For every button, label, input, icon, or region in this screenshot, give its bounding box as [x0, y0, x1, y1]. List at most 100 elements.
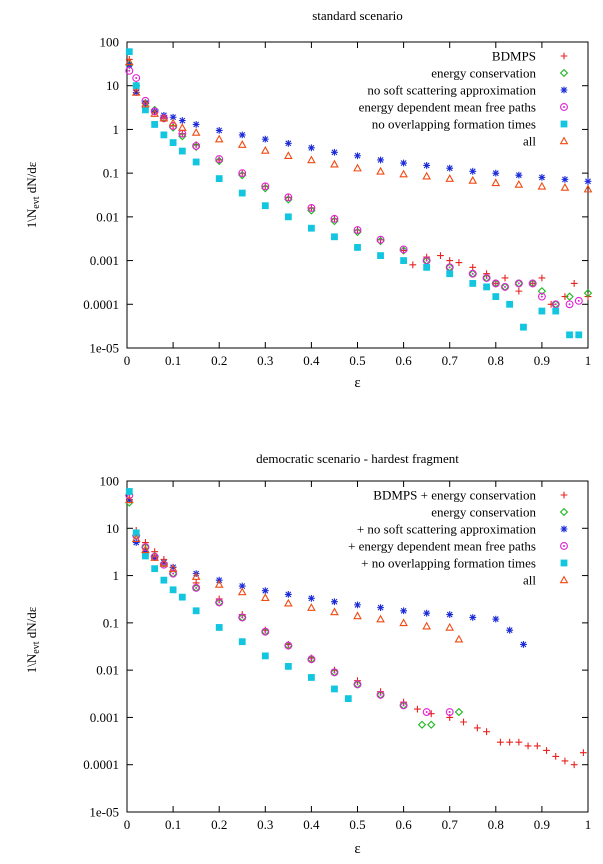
- data-point: [583, 184, 593, 193]
- data-point: [473, 724, 481, 732]
- data-point: [331, 148, 338, 156]
- data-point: [543, 747, 550, 754]
- data-point: [353, 227, 362, 237]
- x-tick-label: 1: [585, 817, 592, 832]
- data-point: [399, 169, 408, 178]
- data-point-center: [356, 683, 359, 686]
- chart-title: standard scenario: [312, 8, 403, 23]
- data-point: [307, 203, 316, 212]
- data-point: [192, 121, 200, 128]
- data-point: [215, 127, 223, 134]
- series-square: [125, 48, 583, 339]
- data-point: [445, 708, 454, 716]
- data-point: [445, 622, 455, 631]
- data-point: [460, 718, 467, 726]
- data-point: [414, 705, 421, 713]
- data-point: [125, 66, 134, 75]
- data-point-center: [425, 259, 428, 262]
- data-point-center: [531, 282, 534, 285]
- data-point: [538, 173, 546, 181]
- x-tick-label: 0.9: [534, 353, 550, 368]
- data-point: [308, 224, 315, 232]
- data-point-center: [181, 132, 184, 135]
- data-point: [330, 214, 339, 223]
- x-tick-label: 0.3: [257, 353, 273, 368]
- data-point: [514, 279, 523, 288]
- x-tick-label: 0.5: [349, 353, 365, 368]
- data-point-center: [485, 276, 488, 279]
- data-point: [417, 720, 427, 729]
- legend-marker: [560, 120, 568, 128]
- data-point: [160, 558, 168, 566]
- y-tick-label: 10: [106, 521, 119, 536]
- y-tick-label: 1e-05: [89, 805, 119, 820]
- data-point: [331, 685, 338, 693]
- data-point: [124, 57, 134, 66]
- data-point: [454, 707, 464, 717]
- data-point: [191, 127, 201, 136]
- x-tick-label: 0.6: [395, 353, 412, 368]
- data-point-center: [402, 704, 405, 707]
- data-point-center: [287, 196, 290, 199]
- data-point-center: [448, 711, 451, 714]
- data-point: [261, 587, 269, 595]
- data-point: [331, 598, 338, 606]
- data-point: [538, 307, 546, 315]
- data-point-center: [504, 285, 507, 288]
- legend-marker: [560, 103, 568, 111]
- data-point: [238, 189, 246, 197]
- data-point-center: [218, 601, 221, 604]
- data-point: [501, 282, 509, 291]
- data-point: [132, 74, 141, 82]
- series-square: [125, 488, 352, 703]
- data-point: [423, 609, 431, 617]
- data-point: [353, 611, 362, 620]
- data-point-center: [218, 158, 221, 161]
- data-point: [565, 300, 574, 309]
- data-point: [308, 674, 315, 681]
- data-point: [238, 638, 246, 646]
- data-point: [506, 738, 514, 746]
- data-point: [261, 652, 269, 660]
- data-point-center: [241, 172, 244, 175]
- legend-marker: [559, 507, 569, 517]
- data-point: [192, 583, 201, 592]
- data-point: [260, 593, 270, 601]
- data-point: [132, 529, 140, 537]
- data-point: [565, 292, 574, 301]
- x-tick-label: 0: [124, 817, 131, 832]
- data-point: [584, 177, 592, 185]
- data-point: [454, 634, 464, 643]
- data-point-center: [241, 616, 244, 619]
- data-point: [150, 553, 159, 561]
- x-tick-label: 0.1: [165, 817, 181, 832]
- data-point: [377, 604, 384, 612]
- x-tick-label: 0.4: [303, 353, 320, 368]
- data-point-center: [554, 303, 557, 306]
- y-axis-label-main: 1\N: [24, 653, 39, 673]
- data-point: [547, 300, 555, 308]
- data-point: [238, 170, 247, 180]
- data-point: [142, 548, 149, 556]
- data-point: [446, 257, 454, 264]
- legend-marker: [560, 86, 568, 94]
- data-point: [261, 184, 270, 193]
- data-point-center: [517, 282, 520, 285]
- data-point: [353, 680, 362, 689]
- data-point: [423, 162, 431, 169]
- y-axis-label-main: 1\N: [24, 208, 39, 228]
- data-point: [141, 96, 150, 105]
- data-point-center: [135, 77, 138, 80]
- y-tick-label: 0.0001: [83, 757, 119, 772]
- x-tick-label: 0.5: [349, 817, 365, 832]
- data-point: [566, 331, 573, 339]
- data-point: [284, 590, 292, 598]
- data-point: [237, 587, 247, 596]
- legend-entry: + no soft scattering approximation: [357, 522, 537, 537]
- series-diamond: [125, 60, 593, 309]
- legend: BDMPS + energy conservation energy conser…: [348, 488, 569, 588]
- data-point: [377, 252, 384, 259]
- data-point-center: [379, 238, 382, 241]
- x-tick-label: 0.4: [303, 817, 320, 832]
- legend-marker-center: [563, 106, 565, 108]
